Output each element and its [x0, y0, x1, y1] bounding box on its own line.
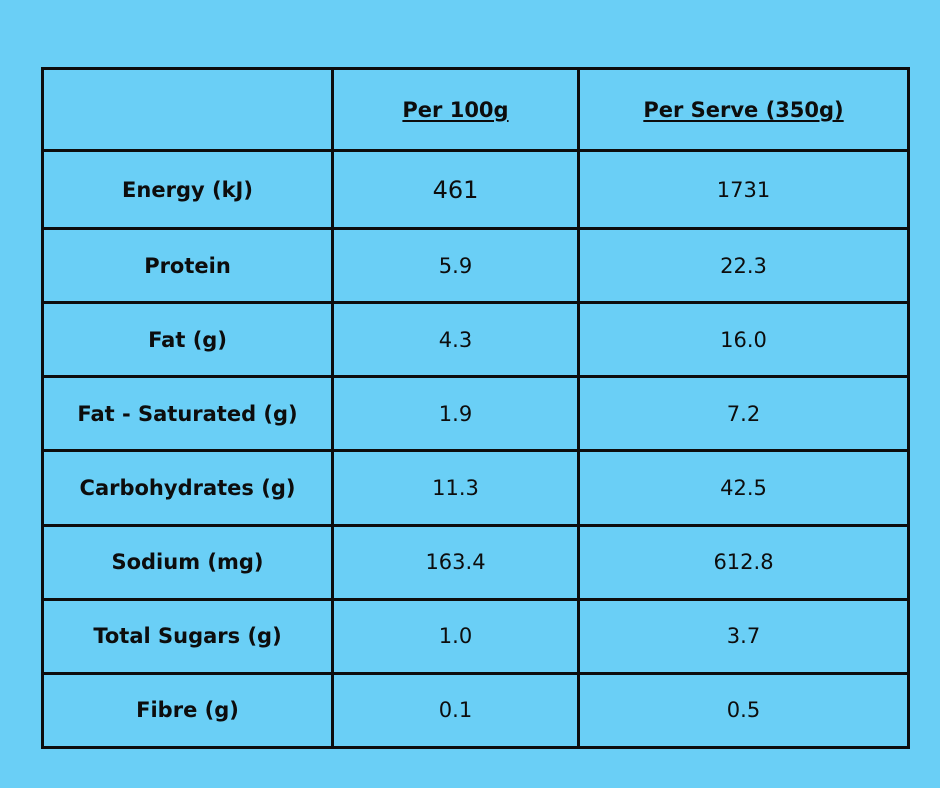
per-serve-value: 3.7 [577, 597, 910, 675]
per-100g-value: 1.0 [331, 597, 580, 675]
table-row: Fat - Saturated (g) 1.9 7.2 [41, 375, 910, 453]
per-100g-value: 461 [331, 148, 580, 231]
row-label: Protein [41, 227, 334, 305]
per-serve-value: 612.8 [577, 523, 910, 601]
per-100g-value: 5.9 [331, 227, 580, 305]
row-label: Sodium (mg) [41, 523, 334, 601]
table-header-row: Per 100g Per Serve (350g) [41, 67, 910, 152]
per-serve-value: 1731 [577, 148, 910, 231]
per-100g-value: 163.4 [331, 523, 580, 601]
per-100g-value: 4.3 [331, 301, 580, 379]
per-serve-value: 7.2 [577, 375, 910, 453]
header-per-serve: Per Serve (350g) [577, 67, 910, 152]
header-per-100g: Per 100g [331, 67, 580, 152]
table-row: Total Sugars (g) 1.0 3.7 [41, 597, 910, 675]
row-label: Fibre (g) [41, 671, 334, 750]
table-row: Carbohydrates (g) 11.3 42.5 [41, 449, 910, 527]
per-serve-value: 42.5 [577, 449, 910, 527]
row-label: Carbohydrates (g) [41, 449, 334, 527]
per-100g-value: 0.1 [331, 671, 580, 750]
corner-cell [41, 67, 334, 152]
row-label: Fat (g) [41, 301, 334, 379]
per-serve-value: 0.5 [577, 671, 910, 750]
table-row: Sodium (mg) 163.4 612.8 [41, 523, 910, 601]
row-label: Fat - Saturated (g) [41, 375, 334, 453]
per-serve-value: 22.3 [577, 227, 910, 305]
per-100g-value: 1.9 [331, 375, 580, 453]
per-serve-value: 16.0 [577, 301, 910, 379]
per-100g-value: 11.3 [331, 449, 580, 527]
row-label: Total Sugars (g) [41, 597, 334, 675]
nutrition-table: Per 100g Per Serve (350g) Energy (kJ) 46… [41, 67, 910, 750]
table-row: Fibre (g) 0.1 0.5 [41, 671, 910, 750]
table-row: Protein 5.9 22.3 [41, 227, 910, 305]
table-row: Fat (g) 4.3 16.0 [41, 301, 910, 379]
table-row: Energy (kJ) 461 1731 [41, 148, 910, 231]
row-label: Energy (kJ) [41, 148, 334, 231]
